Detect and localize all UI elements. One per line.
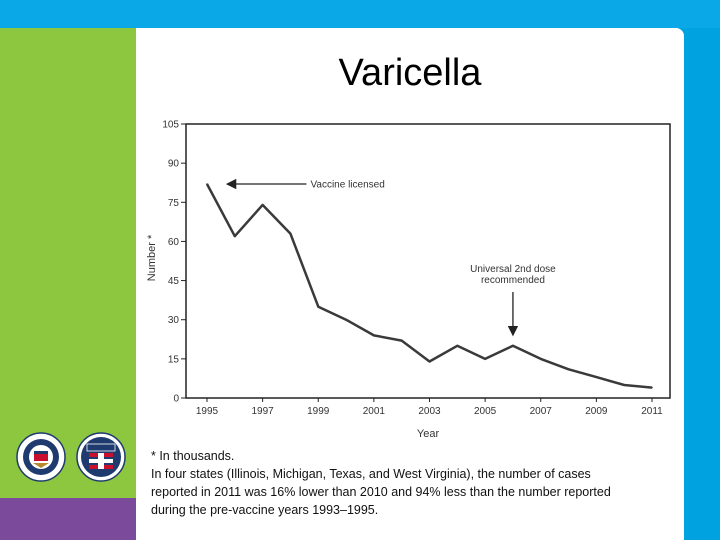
data-point bbox=[289, 232, 292, 235]
x-tick-label: 2001 bbox=[363, 406, 386, 417]
data-point bbox=[512, 345, 514, 347]
y-tick-label: 0 bbox=[173, 394, 179, 405]
x-tick-label: 2003 bbox=[418, 406, 441, 417]
data-point bbox=[539, 358, 542, 360]
x-tick-label: 1997 bbox=[252, 406, 275, 417]
job-corps-logo-icon bbox=[76, 432, 126, 482]
right-strip bbox=[684, 28, 720, 540]
data-point bbox=[317, 305, 320, 308]
y-tick-label: 15 bbox=[168, 354, 180, 365]
footnote-line: In four states (Illinois, Michigan, Texa… bbox=[151, 467, 591, 481]
sidebar-purple-band bbox=[0, 498, 136, 540]
sidebar-green-band bbox=[0, 28, 136, 498]
varicella-line-chart: 0 15 30 45 60 75 90 105 1995 1997 1999 2001 2003 200… bbox=[146, 120, 671, 440]
footnote: * In thousands. In four states (Illinois… bbox=[151, 447, 681, 519]
x-tick-label: 2011 bbox=[641, 406, 663, 417]
footnote-line: during the pre-vaccine years 1993–1995. bbox=[151, 503, 379, 517]
slide-title: Varicella bbox=[338, 52, 482, 94]
data-point bbox=[623, 384, 625, 386]
data-point bbox=[567, 368, 570, 371]
data-point bbox=[206, 183, 208, 185]
data-point bbox=[373, 334, 375, 337]
x-tick-label: 2007 bbox=[530, 406, 553, 417]
y-tick-label: 75 bbox=[168, 198, 180, 209]
y-axis-label: Number * bbox=[146, 234, 158, 281]
second-dose-label: Universal 2nd dose bbox=[470, 264, 556, 275]
y-tick-label: 60 bbox=[168, 237, 180, 248]
footnote-line: * In thousands. bbox=[151, 449, 235, 463]
second-dose-label: recommended bbox=[481, 275, 545, 286]
footnote-line: reported in 2011 was 16% lower than 2010… bbox=[151, 485, 611, 499]
vaccine-licensed-label: Vaccine licensed bbox=[310, 180, 384, 191]
data-point bbox=[261, 204, 264, 206]
y-tick-label: 45 bbox=[168, 276, 180, 287]
x-tick-label: 2009 bbox=[585, 406, 608, 417]
data-point bbox=[484, 358, 486, 360]
x-axis-label: Year bbox=[417, 428, 440, 440]
data-point bbox=[651, 386, 653, 389]
data-point bbox=[595, 376, 598, 378]
slide-top-band bbox=[0, 0, 720, 28]
x-tick-label: 2005 bbox=[474, 406, 497, 417]
data-point bbox=[428, 360, 431, 363]
data-point bbox=[234, 235, 236, 238]
series-line bbox=[205, 183, 653, 389]
data-point bbox=[345, 318, 347, 321]
data-point bbox=[400, 339, 403, 342]
department-of-labor-seal-icon bbox=[16, 432, 66, 482]
content-panel bbox=[136, 28, 684, 540]
y-tick-label: 30 bbox=[168, 315, 180, 326]
plot-frame bbox=[185, 123, 671, 399]
y-tick-label: 90 bbox=[168, 159, 180, 170]
x-tick-label: 1999 bbox=[307, 406, 330, 417]
x-tick-label: 1995 bbox=[196, 406, 219, 417]
y-tick-label: 105 bbox=[162, 120, 179, 131]
data-point bbox=[456, 345, 459, 347]
